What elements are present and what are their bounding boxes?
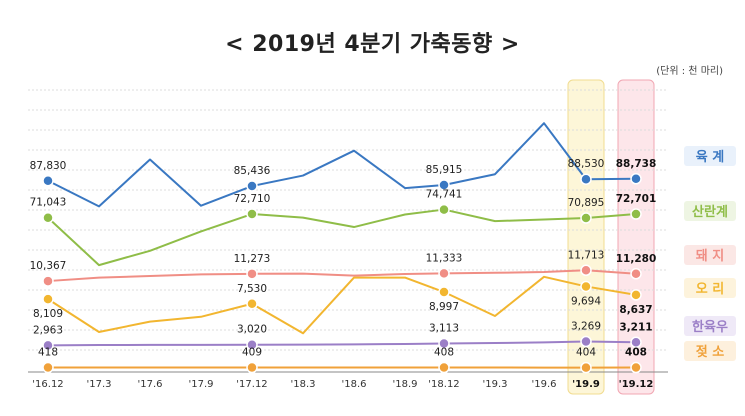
data-point-marker [580, 173, 592, 185]
data-point-marker [246, 208, 258, 220]
data-label: 3,269 [571, 321, 601, 333]
data-label: 9,694 [571, 295, 601, 307]
data-point-marker [42, 175, 54, 187]
data-point-marker [246, 180, 258, 192]
data-label: 11,333 [426, 252, 463, 264]
data-label: 88,530 [568, 158, 605, 170]
x-tick-label: '17.3 [86, 379, 111, 390]
series-line-1 [47, 208, 637, 267]
legend-item-label: 한육우 [692, 319, 728, 335]
highlight-column-11 [567, 79, 605, 395]
data-point-marker [246, 268, 258, 280]
data-point-marker [42, 339, 54, 352]
data-label: 408 [434, 347, 454, 359]
data-label: 2,963 [33, 324, 63, 336]
data-point-marker [580, 212, 592, 224]
data-label: 8,637 [619, 304, 652, 316]
data-label: 71,043 [30, 197, 67, 209]
data-point-marker [630, 268, 642, 280]
legend-item-bg-2 [684, 245, 736, 265]
data-point-marker [246, 298, 258, 310]
chart-title: < 2019년 4분기 가축동향 > [225, 32, 520, 57]
data-label: 3,113 [429, 323, 459, 335]
series-line-3 [47, 275, 637, 335]
data-point-marker [246, 338, 258, 351]
data-label: 72,710 [234, 193, 271, 205]
legend-item-bg-1 [684, 201, 736, 221]
data-label: 3,020 [237, 324, 267, 336]
data-label: 418 [38, 346, 58, 358]
series-line-0 [47, 122, 637, 208]
legend-item-bg-5 [684, 341, 736, 361]
data-label: 408 [625, 347, 647, 359]
data-label: 11,280 [616, 253, 657, 265]
x-tick-label: '17.9 [188, 379, 213, 390]
data-point-marker [630, 289, 642, 301]
data-label: 3,211 [619, 321, 652, 333]
data-point-marker [580, 361, 592, 374]
x-tick-label: '19.9 [572, 379, 600, 390]
legend-item-bg-4 [684, 316, 736, 336]
data-point-marker [630, 173, 642, 185]
x-tick-label: '19.6 [531, 379, 556, 390]
legend-item-bg-3 [684, 278, 736, 298]
legend-item-bg-0 [684, 146, 736, 166]
data-label: 404 [576, 347, 596, 359]
unit-note: (단위 : 천 마리) [656, 66, 723, 77]
data-label: 11,713 [568, 249, 605, 261]
data-point-marker [246, 361, 258, 374]
legend-item-label: 젖 소 [696, 345, 724, 360]
data-label: 85,915 [426, 164, 463, 176]
data-point-marker [42, 361, 54, 374]
data-label: 87,830 [30, 160, 67, 172]
data-point-marker [438, 337, 450, 350]
legend-item-label: 돼 지 [696, 248, 724, 264]
data-label: 88,738 [616, 158, 657, 170]
data-label: 7,530 [237, 283, 267, 295]
series-line-4 [47, 340, 637, 347]
series-line-2 [47, 269, 637, 283]
data-point-marker [42, 275, 54, 287]
data-point-marker [438, 203, 450, 216]
data-point-marker [438, 267, 450, 280]
data-point-marker [42, 293, 54, 305]
data-point-marker [580, 264, 592, 277]
data-point-marker [438, 286, 450, 298]
data-point-marker [42, 211, 54, 224]
data-point-marker [580, 280, 592, 293]
data-label: 8,997 [429, 301, 459, 313]
x-tick-label: '18.9 [392, 379, 417, 390]
data-label: 11,273 [234, 253, 271, 265]
legend-item-label: 오 리 [696, 281, 724, 297]
data-point-marker [630, 361, 642, 374]
x-tick-label: '16.12 [32, 379, 63, 390]
x-tick-label: '18.3 [290, 379, 315, 390]
data-point-marker [630, 208, 642, 220]
legend-item-label: 산란계 [692, 204, 728, 220]
data-point-marker [630, 336, 642, 349]
data-label: 8,109 [33, 308, 63, 320]
data-label: 85,436 [234, 165, 271, 177]
data-label: 74,741 [426, 189, 463, 201]
highlight-column-12 [617, 79, 655, 395]
data-label: 70,895 [568, 197, 605, 209]
x-tick-label: '17.6 [137, 379, 162, 390]
x-tick-label: '18.12 [428, 379, 459, 390]
data-point-marker [438, 361, 450, 374]
x-tick-label: '19.3 [482, 379, 507, 390]
legend-item-label: 육 계 [696, 149, 724, 165]
x-tick-label: '19.12 [619, 379, 654, 390]
data-label: 409 [242, 347, 262, 359]
data-point-marker [580, 335, 592, 348]
x-tick-label: '18.6 [341, 379, 366, 390]
x-tick-label: '17.12 [236, 379, 267, 390]
data-point-marker [438, 179, 450, 191]
data-label: 72,701 [616, 193, 657, 205]
data-label: 10,367 [30, 260, 67, 272]
